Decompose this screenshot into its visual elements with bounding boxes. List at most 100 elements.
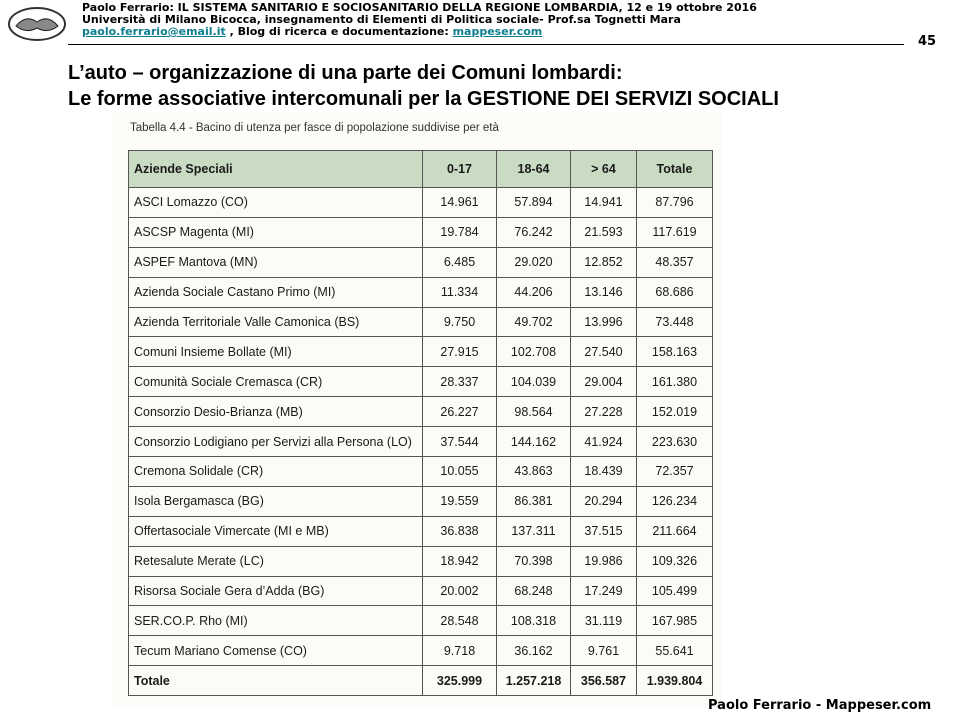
table-cell: 108.318 <box>496 605 571 637</box>
table-cell: 29.020 <box>496 246 571 278</box>
slide-title: L’auto – organizzazione di una parte dei… <box>68 62 623 84</box>
table-cell: Offertasociale Vimercate (MI e MB) <box>128 515 423 547</box>
table-cell: 36.162 <box>496 635 571 667</box>
header-cell: Totale <box>636 150 713 188</box>
table-cell: 144.162 <box>496 426 571 458</box>
table-cell: SER.CO.P. Rho (MI) <box>128 605 423 637</box>
table-cell: 29.004 <box>570 366 637 398</box>
table-cell: Comuni Insieme Bollate (MI) <box>128 336 423 368</box>
table-row: Consorzio Lodigiano per Servizi alla Per… <box>128 426 713 458</box>
table-cell: 19.784 <box>422 216 497 248</box>
table-cell: Isola Bergamasca (BG) <box>128 485 423 517</box>
table-cell: 86.381 <box>496 485 571 517</box>
table-cell: 19.559 <box>422 485 497 517</box>
table-row: Consorzio Desio-Brianza (MB) 26.227 98.564… <box>128 396 713 428</box>
total-cell: 325.999 <box>422 665 497 697</box>
table-cell: 14.941 <box>570 187 637 218</box>
table-cell: Comunità Sociale Cremasca (CR) <box>128 366 423 398</box>
site-link[interactable]: mappeser.com <box>452 25 543 38</box>
table-cell: 9.718 <box>422 635 497 667</box>
table-cell: 48.357 <box>636 246 713 278</box>
header-cell: 18-64 <box>496 150 571 188</box>
table-cell: 102.708 <box>496 336 571 368</box>
table-row: Retesalute Merate (LC) 18.942 70.398 19.986… <box>128 545 713 577</box>
table-cell: 223.630 <box>636 426 713 458</box>
table-cell: 6.485 <box>422 246 497 278</box>
table-cell: Risorsa Sociale Gera d’Adda (BG) <box>128 575 423 607</box>
table-cell: 72.357 <box>636 456 713 487</box>
table-cell: Retesalute Merate (LC) <box>128 545 423 577</box>
table-cell: 43.863 <box>496 456 571 487</box>
table-cell: 14.961 <box>422 187 497 218</box>
table-cell: 27.915 <box>422 336 497 368</box>
total-cell: Totale <box>128 665 423 697</box>
table-cell: 57.894 <box>496 187 571 218</box>
table-cell: 12.852 <box>570 246 637 278</box>
total-cell: 356.587 <box>570 665 637 697</box>
table-cell: 109.326 <box>636 545 713 577</box>
table-cell: 28.548 <box>422 605 497 637</box>
table-cell: Consorzio Desio-Brianza (MB) <box>128 396 423 428</box>
table-cell: 10.055 <box>422 456 497 487</box>
table-row: Cremona Solidale (CR) 10.055 43.863 18.439 7… <box>128 456 713 487</box>
table-row: Isola Bergamasca (BG) 19.559 86.381 20.294 1… <box>128 485 713 517</box>
table-cell: 104.039 <box>496 366 571 398</box>
table-row: Azienda Territoriale Valle Camonica (BS)… <box>128 306 713 338</box>
table-cell: 27.228 <box>570 396 637 428</box>
header-rule <box>68 44 904 45</box>
table-cell: 9.761 <box>570 635 637 667</box>
table-body: ASCI Lomazzo (CO) 14.961 57.894 14.941 87.79… <box>128 187 713 697</box>
table-cell: 11.334 <box>422 276 497 308</box>
table-cell: 117.619 <box>636 216 713 248</box>
table-cell: 18.439 <box>570 456 637 487</box>
table-cell: 73.448 <box>636 306 713 338</box>
table-cell: 68.686 <box>636 276 713 308</box>
table-cell: 161.380 <box>636 366 713 398</box>
table-cell: 31.119 <box>570 605 637 637</box>
table-cell: 36.838 <box>422 515 497 547</box>
table-cell: 37.515 <box>570 515 637 547</box>
table-cell: 105.499 <box>636 575 713 607</box>
table-cell: 20.002 <box>422 575 497 607</box>
email-link[interactable]: paolo.ferrario@email.it <box>82 25 226 38</box>
table-row: SER.CO.P. Rho (MI) 28.548 108.318 31.119 167… <box>128 605 713 637</box>
table-cell: 21.593 <box>570 216 637 248</box>
table-cell: 19.986 <box>570 545 637 577</box>
table-row: Comuni Insieme Bollate (MI) 27.915 102.708… <box>128 336 713 368</box>
table-row: ASCI Lomazzo (CO) 14.961 57.894 14.941 87.79… <box>128 187 713 218</box>
table-cell: Tecum Mariano Comense (CO) <box>128 635 423 667</box>
header-line: Paolo Ferrario: IL SISTEMA SANITARIO E S… <box>82 1 757 14</box>
header-cell: 0-17 <box>422 150 497 188</box>
table-cell: 76.242 <box>496 216 571 248</box>
table-row: Risorsa Sociale Gera d’Adda (BG) 20.002 68… <box>128 575 713 607</box>
table-row: Tecum Mariano Comense (CO) 9.718 36.162 9.7… <box>128 635 713 667</box>
total-row: Totale 325.999 1.257.218 356.587 1.939.804 <box>128 665 713 697</box>
table-cell: Azienda Sociale Castano Primo (MI) <box>128 276 423 308</box>
page-number: 45 <box>918 34 937 49</box>
table-row: ASPEF Mantova (MN) 6.485 29.020 12.852 48.35… <box>128 246 713 278</box>
header-line: paolo.ferrario@email.it , Blog di ricerc… <box>82 26 542 38</box>
table-cell: 126.234 <box>636 485 713 517</box>
table-cell: 44.206 <box>496 276 571 308</box>
total-cell: 1.257.218 <box>496 665 571 697</box>
data-table: Aziende Speciali 0-17 18-64 > 64 Totale ASCI… <box>128 150 713 697</box>
table-cell: 49.702 <box>496 306 571 338</box>
table-caption: Tabella 4.4 - Bacino di utenza per fasce… <box>130 122 499 134</box>
total-cell: 1.939.804 <box>636 665 713 697</box>
table-cell: 70.398 <box>496 545 571 577</box>
table-cell: ASCI Lomazzo (CO) <box>128 187 423 218</box>
table-cell: 211.664 <box>636 515 713 547</box>
header-row: Aziende Speciali 0-17 18-64 > 64 Totale <box>128 150 713 188</box>
header-cell: Aziende Speciali <box>128 150 423 188</box>
table-cell: 87.796 <box>636 187 713 218</box>
table-cell: 18.942 <box>422 545 497 577</box>
table-cell: 152.019 <box>636 396 713 428</box>
table-cell: 27.540 <box>570 336 637 368</box>
header-line: Università di Milano Bicocca, insegnamen… <box>82 13 681 26</box>
table-cell: 68.248 <box>496 575 571 607</box>
table-cell: ASPEF Mantova (MN) <box>128 246 423 278</box>
table-cell: 167.985 <box>636 605 713 637</box>
logo <box>8 7 66 41</box>
table-cell: 55.641 <box>636 635 713 667</box>
table-cell: 158.163 <box>636 336 713 368</box>
